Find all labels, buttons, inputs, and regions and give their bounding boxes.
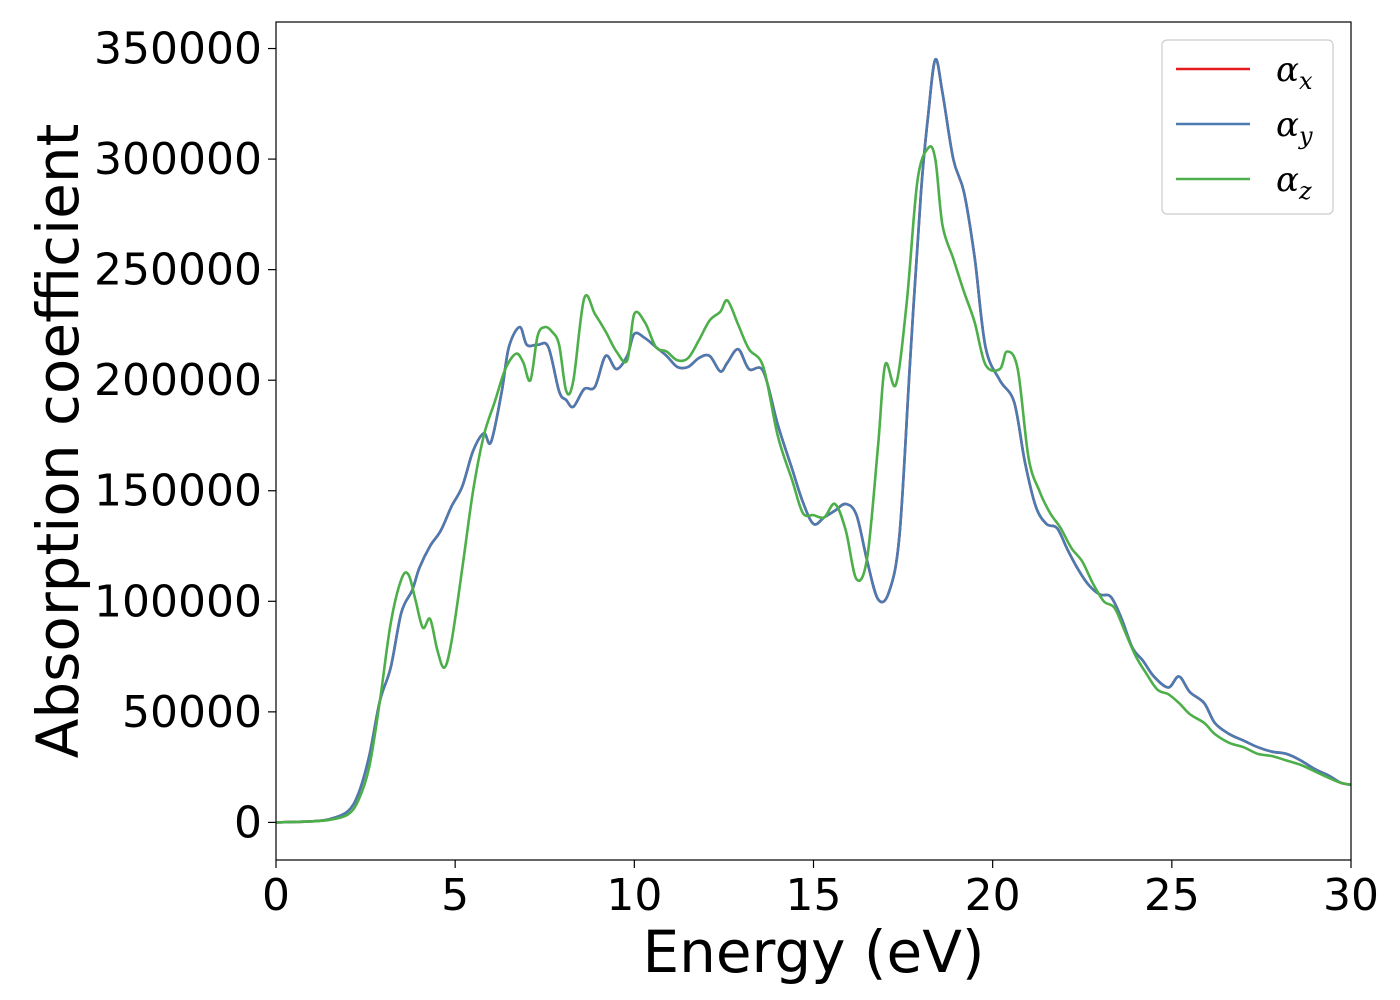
series-line-alpha-z — [276, 145, 1351, 824]
x-tick-label: 30 — [1323, 870, 1379, 921]
x-tick-label: 10 — [606, 870, 662, 921]
x-tick-label: 0 — [262, 870, 290, 921]
y-tick-label: 350000 — [94, 24, 262, 75]
x-axis: 0 5 10 15 20 25 30 — [262, 860, 1379, 921]
y-tick-label: 250000 — [94, 245, 262, 296]
x-tick-label: 15 — [786, 870, 842, 921]
y-axis-label: Absorption coefficient — [24, 124, 92, 759]
x-tick-label: 20 — [965, 870, 1021, 921]
x-tick-label: 25 — [1144, 870, 1200, 921]
y-tick-label: 50000 — [122, 687, 262, 738]
x-tick-label: 5 — [441, 870, 469, 921]
y-tick-label: 200000 — [94, 355, 262, 406]
y-tick-label: 150000 — [94, 466, 262, 517]
y-tick-label: 300000 — [94, 134, 262, 185]
x-axis-label: Energy (eV) — [642, 918, 984, 986]
y-tick-label: 100000 — [94, 576, 262, 627]
y-tick-label: 0 — [234, 797, 262, 848]
legend-box — [1161, 39, 1334, 215]
y-axis: 0 50000 100000 150000 200000 250000 300000 3500… — [94, 24, 276, 848]
series-layer — [276, 57, 1351, 824]
